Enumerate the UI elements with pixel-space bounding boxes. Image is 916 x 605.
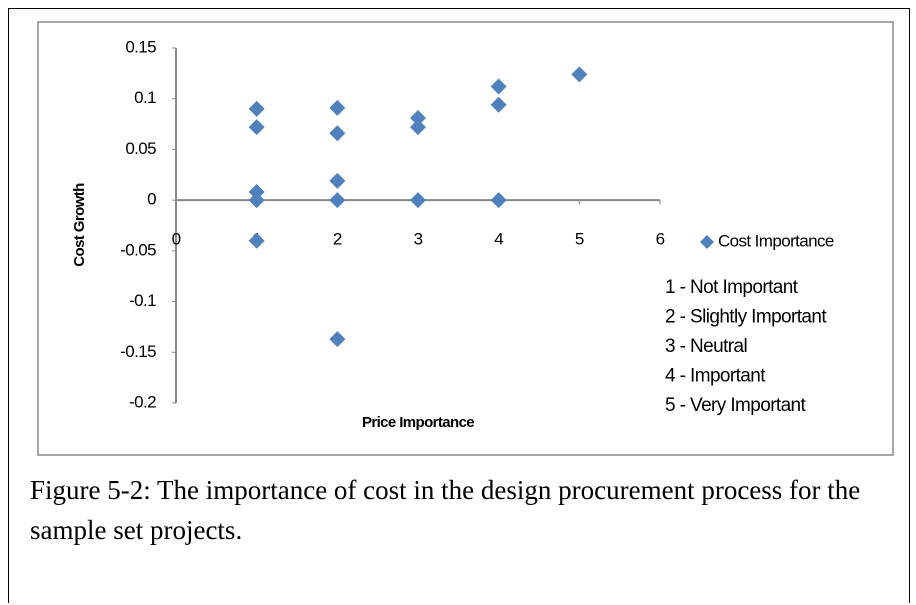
- point: [410, 119, 426, 136]
- y-axis-title: Cost Growth: [71, 183, 88, 267]
- y-tick-label: 0.15: [125, 37, 156, 56]
- point: [329, 99, 346, 116]
- point: [329, 192, 346, 209]
- point: [490, 96, 507, 113]
- point: [329, 125, 346, 142]
- point: [248, 192, 265, 209]
- point: [248, 184, 265, 201]
- y-tick-label: -0.1: [129, 291, 156, 310]
- y-tick-label: 0.05: [125, 139, 156, 158]
- point: [329, 331, 346, 348]
- annotation: 4 - Important: [665, 366, 766, 387]
- legend-label: Cost Importance: [718, 231, 834, 250]
- y-tick-label: -0.05: [120, 240, 156, 259]
- figure-frame: [8, 8, 910, 603]
- x-tick-label: 4: [494, 230, 503, 249]
- point: [248, 232, 265, 249]
- y-tick-label: 0.1: [134, 88, 156, 107]
- point: [329, 172, 346, 189]
- point: [248, 119, 265, 136]
- legend-marker: [700, 235, 714, 249]
- point: [410, 109, 426, 126]
- point: [490, 78, 507, 95]
- x-axis-title: Price Importance: [362, 414, 474, 431]
- point: [490, 192, 507, 209]
- annotation: 1 - Not Important: [665, 277, 799, 298]
- x-tick-label: 2: [333, 230, 342, 249]
- chart-area: [37, 21, 894, 456]
- y-tick-label: -0.2: [129, 392, 156, 411]
- annotation: 2 - Slightly Important: [665, 307, 827, 328]
- point: [410, 192, 426, 209]
- point: [571, 66, 588, 83]
- y-tick-label: 0: [147, 190, 156, 209]
- point: [248, 100, 265, 117]
- x-tick-label: 3: [414, 230, 423, 249]
- annotation: 3 - Neutral: [665, 336, 747, 357]
- y-tick-label: -0.15: [120, 342, 156, 361]
- x-tick-label: 5: [575, 230, 584, 249]
- annotation: 5 - Very Important: [665, 395, 807, 416]
- caption: Figure 5-2: The importance of cost in th…: [30, 475, 861, 545]
- x-tick-label: 6: [656, 230, 665, 249]
- x-tick-label: 0: [172, 230, 181, 249]
